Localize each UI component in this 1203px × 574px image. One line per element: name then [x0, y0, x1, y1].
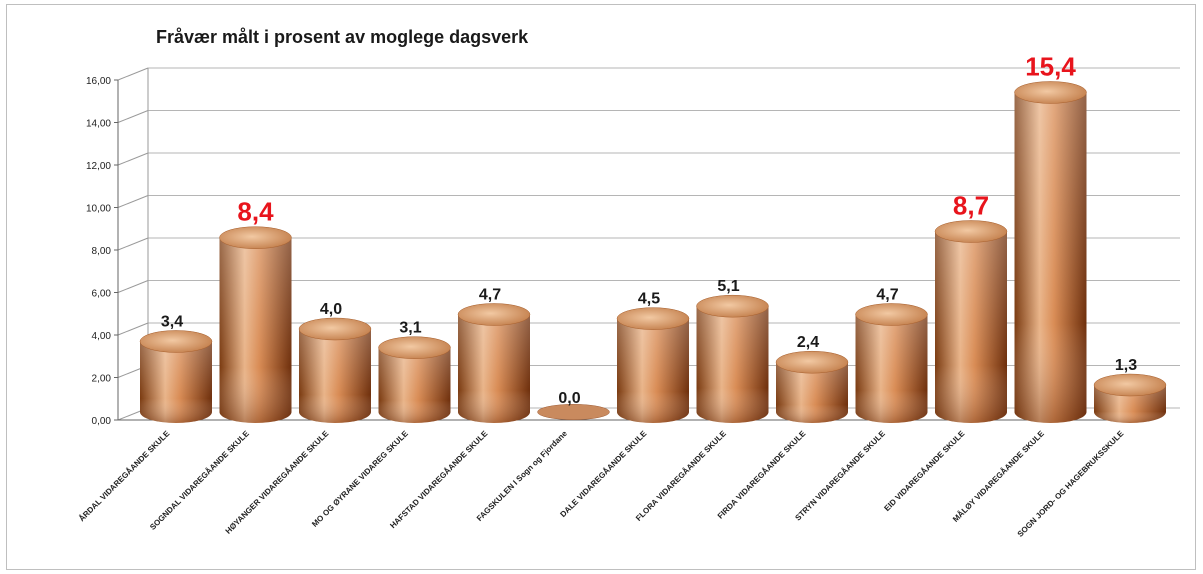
gridline-diagonal — [117, 195, 149, 208]
bar-shading — [378, 347, 451, 424]
y-tick-label: 2,00 — [92, 374, 112, 385]
data-label: 4,5 — [638, 291, 660, 308]
y-tick-label: 4,00 — [92, 331, 112, 342]
bar-cap — [219, 226, 292, 249]
bar-cap — [457, 303, 531, 326]
bar-cap — [934, 220, 1008, 243]
y-tick-label: 16,00 — [86, 76, 111, 87]
x-tick-label: MÅLØY VIDAREGÅANDE SKULE — [951, 429, 1046, 524]
bar-cap — [298, 317, 372, 341]
bar — [378, 336, 451, 424]
bar-shading — [776, 362, 848, 423]
bar — [1014, 81, 1087, 424]
bar-cap — [775, 350, 849, 374]
bar — [298, 317, 372, 423]
bar — [219, 226, 292, 424]
data-label: 1,3 — [1115, 357, 1137, 374]
bar — [457, 303, 531, 423]
data-label: 4,7 — [479, 286, 501, 303]
data-label: 3,4 — [161, 313, 183, 330]
gridline-diagonal — [117, 67, 149, 81]
bar-shading — [617, 318, 689, 423]
gridline-diagonal — [117, 322, 149, 336]
gridline-diagonal — [117, 110, 149, 123]
y-tick-label: 12,00 — [86, 161, 111, 172]
x-tick-label: MO OG ØYRANE VIDAREG SKULE — [310, 429, 410, 529]
data-label: 4,7 — [876, 286, 898, 303]
gridline-diagonal — [117, 152, 149, 166]
data-label: 2,4 — [797, 334, 819, 351]
gridline-diagonal — [117, 237, 149, 251]
bar — [934, 220, 1008, 423]
bar-cap — [696, 294, 769, 318]
bar-shading — [935, 231, 1007, 423]
data-label: 4,0 — [320, 301, 342, 318]
bar-cap — [378, 336, 451, 359]
data-label: 15,4 — [1025, 51, 1076, 81]
data-label: 8,7 — [953, 190, 989, 220]
bar — [855, 303, 928, 424]
bar-cap — [1093, 373, 1167, 397]
bar-cap — [537, 404, 610, 420]
y-tick-label: 8,00 — [92, 246, 112, 257]
bar-shading — [219, 237, 292, 424]
y-tick-label: 14,00 — [86, 119, 111, 130]
bar-cap — [616, 307, 690, 330]
bar-shading — [855, 314, 928, 424]
gridline-diagonal — [117, 280, 149, 293]
bar-cap — [1014, 81, 1087, 104]
bar — [696, 294, 769, 424]
bar-cap — [855, 303, 928, 326]
bar — [537, 404, 610, 420]
bar — [775, 350, 849, 423]
x-tick-label: DALE VIDAREGÅANDE SKULE — [558, 429, 648, 519]
bar-shading — [1014, 92, 1087, 424]
bar — [1093, 373, 1167, 423]
bar-shading — [696, 306, 769, 424]
x-tick-label: ÅRDAL VIDAREGÅANDE SKULE — [77, 429, 172, 524]
x-tick-label: STRYN VIDAREGÅANDE SKULE — [793, 429, 887, 523]
bar — [616, 307, 690, 423]
bar — [139, 330, 213, 423]
data-label: 0,0 — [558, 390, 580, 407]
y-tick-label: 10,00 — [86, 204, 111, 215]
y-tick-label: 6,00 — [92, 289, 112, 300]
data-label: 3,1 — [399, 320, 421, 337]
bar-shading — [299, 329, 371, 423]
chart-title: Fråvær målt i prosent av moglege dagsver… — [156, 27, 529, 47]
bar-cap — [139, 330, 213, 353]
data-label: 5,1 — [717, 278, 739, 295]
x-tick-label: HAFSTAD VIDAREGÅANDE SKULE — [388, 429, 490, 531]
x-tick-label: FAGSKULEN I Sogn og Fjordane — [475, 429, 569, 523]
y-tick-label: 0,00 — [92, 416, 112, 427]
x-tick-label: FIRDA VIDAREGÅANDE SKULE — [716, 429, 808, 521]
bar-shading — [140, 341, 212, 423]
bar-shading — [458, 314, 530, 423]
x-tick-label: EID VIDAREGÅANDE SKULE — [882, 429, 966, 513]
x-tick-label: FLORA VIDAREGÅANDE SKULE — [634, 429, 728, 523]
data-label: 8,4 — [237, 197, 274, 227]
